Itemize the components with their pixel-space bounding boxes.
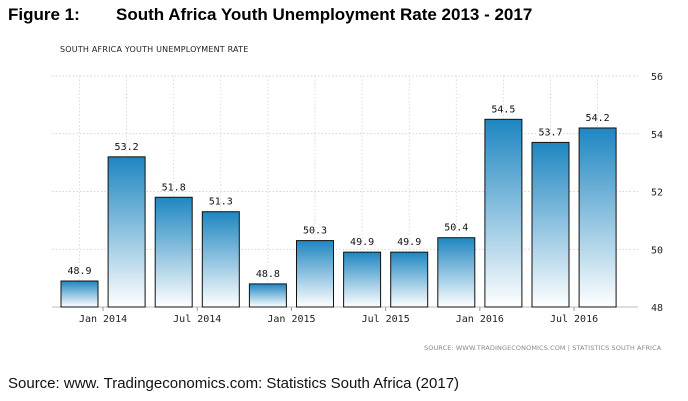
figure-number: Figure 1: — [8, 5, 80, 24]
x-tick-label: Jan 2015 — [267, 314, 315, 325]
chart-source-note: SOURCE: WWW.TRADINGECONOMICS.COM | STATI… — [424, 344, 662, 352]
y-tick-label: 54 — [651, 130, 663, 141]
bar — [390, 251, 429, 308]
y-tick-label: 48 — [651, 303, 663, 314]
x-tick-label: Jul 2015 — [362, 314, 410, 325]
bar — [531, 141, 570, 308]
bar — [60, 280, 99, 308]
data-label: 53.2 — [115, 142, 139, 153]
bar — [437, 237, 476, 308]
y-axis: 48 50 52 54 56 — [651, 72, 663, 314]
x-tick-label: Jul 2014 — [173, 314, 221, 325]
y-tick-label: 56 — [651, 72, 663, 83]
data-label: 48.8 — [256, 269, 280, 280]
data-label: 48.9 — [67, 266, 91, 277]
data-label: 49.9 — [350, 237, 374, 248]
data-label: 50.4 — [444, 223, 468, 234]
bars — [60, 118, 617, 308]
data-label: 54.5 — [491, 104, 515, 115]
bar — [578, 127, 617, 308]
data-label: 51.8 — [162, 182, 186, 193]
data-label: 50.3 — [303, 226, 327, 237]
bar — [154, 196, 193, 308]
y-tick-label: 52 — [651, 188, 663, 199]
chart-title: SOUTH AFRICA YOUTH UNEMPLOYMENT RATE — [60, 45, 249, 54]
bar — [248, 283, 287, 308]
data-label: 54.2 — [586, 113, 610, 124]
figure-source-caption: Source: www. Tradingeconomics.com: Stati… — [8, 375, 460, 392]
data-label: 53.7 — [538, 127, 562, 138]
bar — [484, 118, 523, 308]
bar — [343, 251, 382, 308]
x-axis: Jan 2014 Jul 2014 Jan 2015 Jul 2015 Jan 2016… — [79, 307, 598, 325]
data-label: 51.3 — [209, 197, 233, 208]
x-tick-label: Jan 2014 — [79, 314, 127, 325]
x-tick-label: Jan 2016 — [456, 314, 504, 325]
data-labels: 48.9 53.2 51.8 51.3 48.8 50.3 49.9 49.9 50.4 54.5… — [67, 104, 609, 280]
data-label: 49.9 — [397, 237, 421, 248]
y-tick-label: 50 — [651, 245, 663, 256]
bar — [201, 211, 240, 308]
figure-title: South Africa Youth Unemployment Rate 201… — [116, 5, 533, 24]
x-tick-label: Jul 2016 — [550, 314, 598, 325]
bar — [296, 240, 334, 308]
bar — [107, 156, 146, 308]
figure-heading: Figure 1: South Africa Youth Unemployment… — [8, 5, 532, 25]
